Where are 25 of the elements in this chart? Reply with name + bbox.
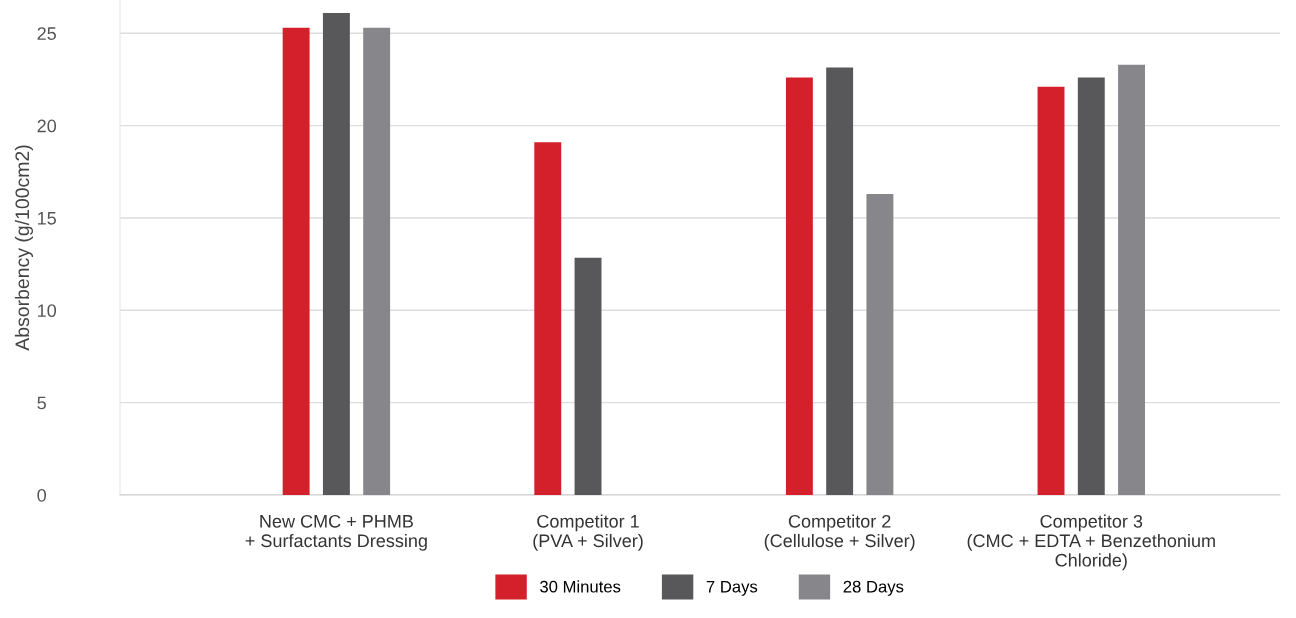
bar (534, 142, 562, 495)
y-axis-title: Absorbency (g/100cm2) (14, 145, 33, 351)
legend-label: 7 Days (706, 580, 758, 596)
y-tick-label: 25 (37, 27, 56, 40)
x-tick-label: Competitor 3 (CMC + EDTA + Benzethonium Chloride) (967, 514, 1215, 571)
bar (866, 193, 894, 495)
bar (1077, 77, 1105, 495)
bar (322, 12, 350, 495)
y-tick-label: 0 (37, 488, 46, 502)
y-tick-label: 20 (37, 119, 57, 133)
x-tick-label: Competitor 2 (Cellulose + Silver) (764, 514, 915, 551)
bar (1118, 64, 1145, 495)
bar (363, 27, 391, 495)
bar (826, 67, 854, 495)
y-tick-label: 15 (38, 212, 56, 225)
y-tick-label: 5 (37, 396, 46, 410)
legend-label: 30 Minutes (540, 580, 621, 593)
bar (785, 77, 813, 495)
legend-label: 28 Days (843, 580, 904, 596)
y-tick-label: 10 (38, 304, 57, 318)
bar (574, 257, 602, 495)
x-tick-label: New CMC + PHMB + Surfactants Dressing (245, 514, 427, 551)
bar (282, 27, 310, 495)
x-tick-label: Competitor 1 (PVA + Silver) (533, 514, 643, 551)
bar (1037, 86, 1065, 495)
